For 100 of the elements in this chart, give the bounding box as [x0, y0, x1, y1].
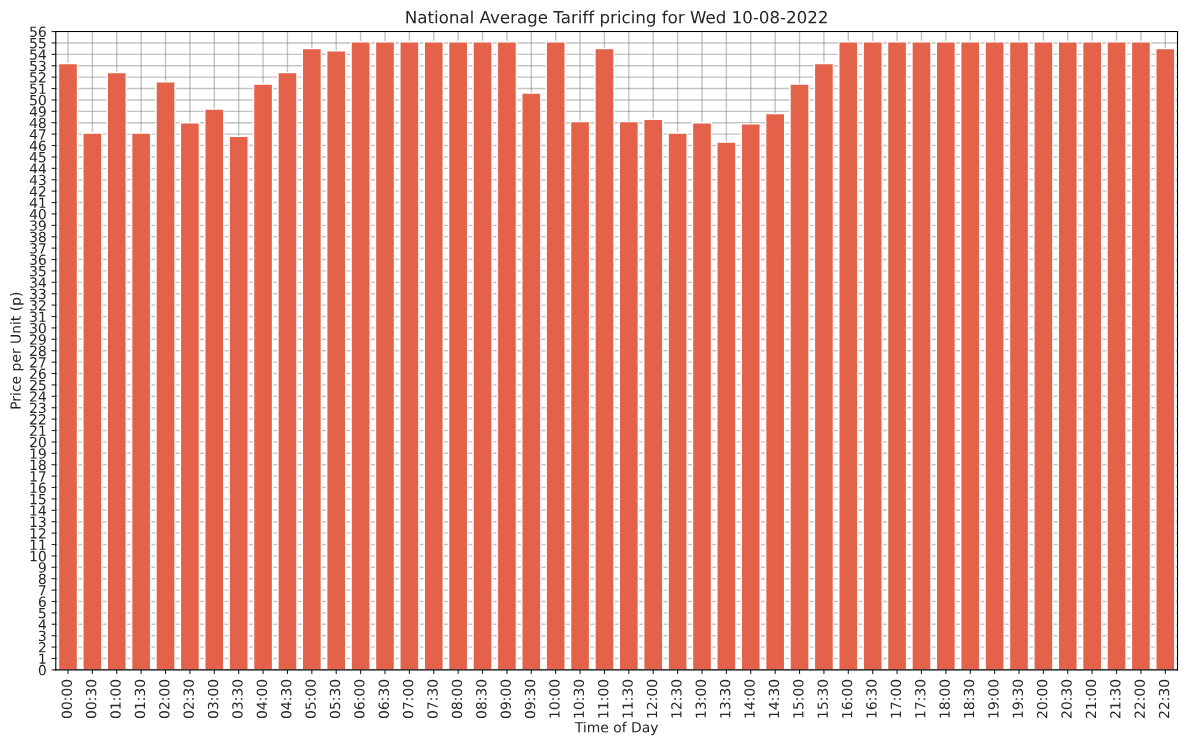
bar: [1008, 41, 1030, 670]
y-tick-label: 47: [29, 129, 46, 140]
y-tick-label: 55: [30, 38, 46, 49]
y-tick-label: 5: [39, 608, 46, 619]
bar: [252, 83, 274, 670]
bar: [813, 62, 835, 670]
bar: [618, 120, 640, 670]
y-tick-label: 11: [30, 539, 46, 550]
y-tick-label: 43: [29, 174, 46, 186]
bar: [277, 71, 298, 670]
bar: [155, 81, 176, 670]
bar: [301, 47, 323, 670]
y-tick-label: 34: [30, 277, 46, 288]
x-tick-label: 20:30: [1061, 679, 1072, 718]
y-tick-label: 44: [29, 163, 46, 174]
x-tick-label: 22:00: [1134, 679, 1145, 718]
y-tick-label: 48: [29, 117, 46, 129]
bar: [545, 41, 566, 670]
x-tick-label: 12:00: [646, 679, 658, 718]
bar: [130, 132, 152, 670]
y-tick-label: 24: [30, 391, 46, 402]
y-tick-label: 0: [38, 664, 46, 676]
y-tick-label: 14: [30, 505, 46, 516]
bar: [1033, 41, 1054, 670]
x-tick-label: 02:00: [159, 679, 170, 719]
bar: [423, 41, 444, 670]
x-tick-label: 00:30: [85, 679, 97, 719]
x-tick-label: 02:30: [183, 679, 194, 719]
bar: [789, 83, 810, 670]
bar: [326, 50, 347, 670]
y-tick-label: 39: [30, 220, 46, 231]
y-tick-label: 21: [30, 425, 46, 436]
y-tick-label: 33: [30, 288, 46, 300]
bar: [374, 41, 396, 670]
y-tick-label: 17: [30, 471, 46, 482]
bar: [179, 122, 201, 670]
x-tick-label: 13:30: [719, 679, 731, 718]
y-tick-label: 37: [30, 243, 46, 254]
y-tick-label: 54: [30, 49, 46, 60]
bar: [106, 71, 127, 670]
y-tick-label: 6: [38, 596, 46, 607]
bar: [399, 41, 420, 670]
y-tick-label: 30: [30, 322, 46, 334]
x-tick-label: 16:00: [841, 679, 853, 718]
x-tick-label: 10:00: [549, 679, 560, 718]
y-tick-label: 36: [30, 254, 46, 265]
bar: [1106, 41, 1127, 670]
y-axis-title: Price per Unit (p): [10, 292, 24, 409]
bar: [643, 118, 664, 670]
bar: [935, 41, 957, 670]
bar: [886, 41, 908, 670]
x-tick-label: 19:00: [988, 679, 999, 718]
x-tick-label: 17:30: [914, 679, 926, 718]
bar: [228, 135, 249, 670]
y-tick-label: 20: [30, 436, 46, 448]
x-tick-label: 18:00: [939, 679, 950, 718]
y-tick-label: 53: [30, 60, 46, 72]
x-tick-label: 21:30: [1110, 679, 1121, 718]
y-tick-label: 1: [39, 653, 46, 664]
y-tick-label: 45: [29, 152, 46, 163]
bar: [1130, 41, 1152, 670]
y-tick-label: 9: [38, 562, 46, 573]
y-tick-label: 32: [30, 300, 46, 311]
bar: [521, 92, 542, 670]
y-tick-label: 12: [30, 528, 46, 539]
x-tick-label: 01:00: [110, 679, 121, 719]
chart-title: National Average Tariff pricing for Wed 10-08-2022: [406, 10, 827, 27]
y-tick-label: 10: [30, 550, 46, 562]
y-tick-label: 49: [29, 106, 46, 117]
bar: [57, 62, 79, 670]
bar: [740, 123, 761, 670]
x-axis-title: Time of Day: [574, 721, 659, 736]
y-tick-label: 7: [39, 585, 46, 596]
bar: [447, 41, 469, 670]
y-tick-label: 27: [30, 357, 46, 368]
y-tick-label: 3: [38, 630, 46, 642]
y-tick-label: 42: [29, 186, 46, 197]
bar: [667, 132, 688, 670]
y-tick-label: 56: [30, 26, 46, 38]
x-tick-label: 21:00: [1085, 679, 1097, 718]
y-tick-label: 4: [38, 619, 46, 630]
y-tick-label: 29: [30, 334, 46, 345]
y-tick-label: 31: [30, 311, 46, 322]
x-tick-label: 04:30: [280, 679, 292, 719]
x-tick-label: 12:30: [671, 679, 682, 718]
bar: [1057, 41, 1078, 670]
y-tick-label: 19: [30, 448, 46, 459]
y-tick-label: 28: [30, 345, 46, 357]
x-tick-label: 13:00: [695, 679, 707, 718]
x-tick-label: 20:00: [1036, 679, 1048, 718]
bar: [911, 41, 932, 670]
y-tick-label: 41: [29, 197, 46, 208]
bar: [82, 132, 103, 670]
x-tick-label: 19:30: [1012, 679, 1024, 718]
x-tick-label: 03:30: [232, 679, 243, 719]
y-tick-label: 2: [38, 642, 46, 653]
x-tick-label: 15:30: [817, 679, 828, 718]
x-tick-label: 11:30: [622, 679, 633, 718]
x-tick-label: 11:00: [597, 679, 609, 718]
x-tick-label: 06:00: [354, 679, 365, 719]
